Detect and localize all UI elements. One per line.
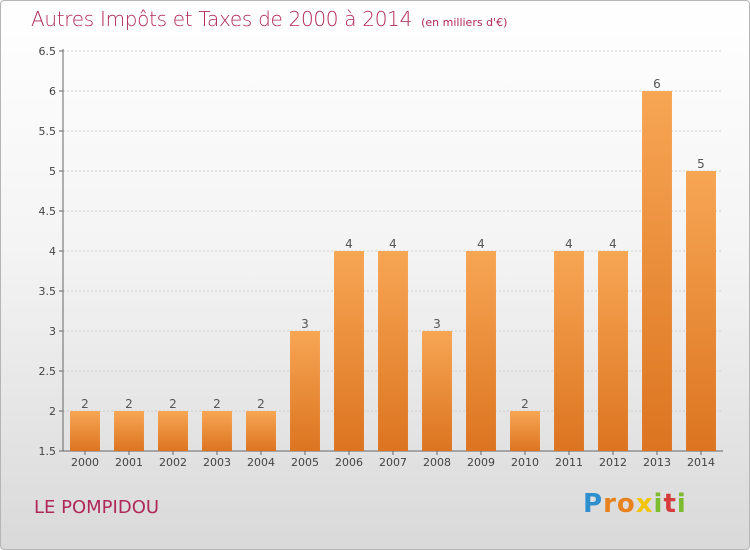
bar-data-label: 2 — [213, 397, 221, 411]
x-tick-label: 2010 — [511, 456, 539, 469]
x-tick-label: 2012 — [599, 456, 627, 469]
x-tick-label: 2009 — [467, 456, 495, 469]
bar-data-label: 4 — [565, 237, 573, 251]
logo-letter: t — [663, 489, 677, 519]
bar-data-label: 2 — [125, 397, 133, 411]
proxiti-logo: Proxiti — [583, 489, 687, 519]
bar — [378, 251, 408, 451]
bar — [466, 251, 496, 451]
bar-data-label: 2 — [169, 397, 177, 411]
bar — [598, 251, 628, 451]
bar — [642, 91, 672, 451]
y-tick-label: 2.5 — [39, 365, 57, 378]
x-tick-label: 2006 — [335, 456, 363, 469]
y-tick-label: 4.5 — [39, 205, 57, 218]
bar-data-label: 4 — [389, 237, 397, 251]
bar — [290, 331, 320, 451]
x-tick-label: 2005 — [291, 456, 319, 469]
chart-subtitle: (en milliers d'€) — [421, 16, 508, 29]
chart-title: Autres Impôts et Taxes de 2000 à 2014 — [31, 7, 412, 31]
y-tick-label: 3.5 — [39, 285, 57, 298]
logo-letter: x — [635, 489, 654, 519]
logo-letter: P — [583, 489, 604, 519]
y-tick-label: 5.5 — [39, 125, 57, 138]
bar — [158, 411, 188, 451]
bar — [246, 411, 276, 451]
bar-data-label: 6 — [653, 77, 661, 91]
chart-title-block: Autres Impôts et Taxes de 2000 à 2014 (e… — [31, 7, 507, 31]
bar-data-label: 2 — [257, 397, 265, 411]
bar — [554, 251, 584, 451]
bar — [510, 411, 540, 451]
bar — [422, 331, 452, 451]
bar-data-label: 3 — [433, 317, 441, 331]
x-tick-label: 2000 — [71, 456, 99, 469]
logo-letter: i — [653, 489, 664, 519]
x-tick-label: 2011 — [555, 456, 583, 469]
bar-data-label: 3 — [301, 317, 309, 331]
y-tick-label: 1.5 — [39, 445, 57, 458]
x-tick-label: 2003 — [203, 456, 231, 469]
y-tick-label: 3 — [49, 325, 56, 338]
bar — [334, 251, 364, 451]
y-tick-label: 6.5 — [39, 45, 57, 58]
y-tick-label: 5 — [49, 165, 56, 178]
bar-data-label: 4 — [477, 237, 485, 251]
bar — [202, 411, 232, 451]
bar-data-label: 4 — [345, 237, 353, 251]
x-tick-label: 2014 — [687, 456, 715, 469]
x-tick-label: 2008 — [423, 456, 451, 469]
x-tick-label: 2001 — [115, 456, 143, 469]
y-tick-label: 4 — [49, 245, 56, 258]
bar-data-label: 2 — [521, 397, 529, 411]
y-tick-label: 2 — [49, 405, 56, 418]
bar-data-label: 4 — [609, 237, 617, 251]
commune-name: LE POMPIDOU — [34, 497, 160, 518]
logo-letter: o — [616, 489, 636, 519]
bar — [114, 411, 144, 451]
bar — [686, 171, 716, 451]
logo-letter: r — [603, 489, 617, 519]
bar-data-label: 5 — [697, 157, 705, 171]
x-tick-label: 2013 — [643, 456, 671, 469]
y-tick-label: 6 — [49, 85, 56, 98]
x-tick-label: 2002 — [159, 456, 187, 469]
bar-data-label: 2 — [81, 397, 89, 411]
bar — [70, 411, 100, 451]
logo-letter: i — [676, 489, 687, 519]
x-tick-label: 2007 — [379, 456, 407, 469]
x-tick-label: 2004 — [247, 456, 275, 469]
